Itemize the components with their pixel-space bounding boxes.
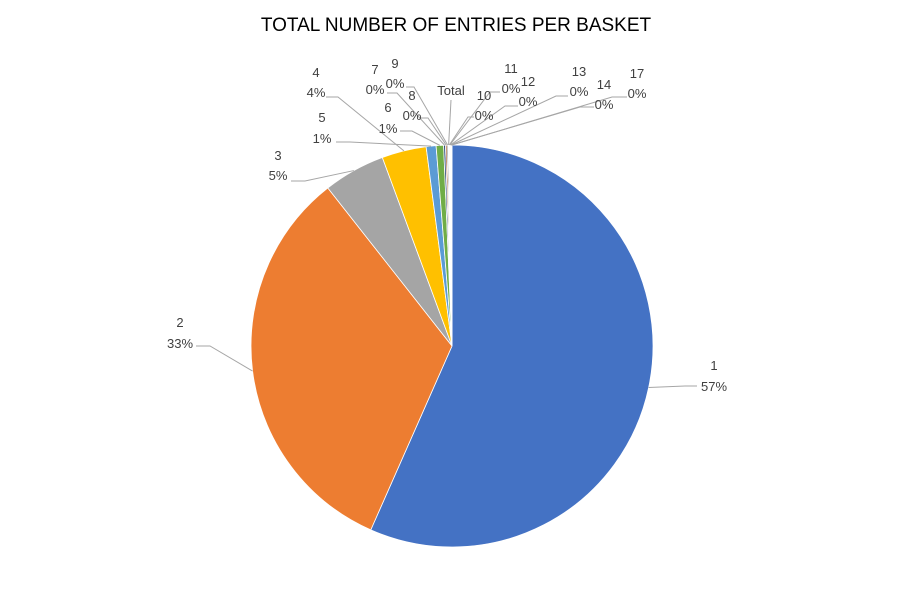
percent-label-4: 4% <box>307 85 326 100</box>
category-label-10: 10 <box>477 88 491 103</box>
category-label-5: 5 <box>318 110 325 125</box>
leader-line-12 <box>450 105 518 146</box>
leader-line-10 <box>448 116 474 146</box>
leader-line-8 <box>421 117 447 146</box>
percent-label-7: 0% <box>366 82 385 97</box>
data-labels-layer: 157%233%35%44%51%61%70% 80%90% Total 100%11… <box>167 56 727 394</box>
leader-lines-layer <box>196 86 697 389</box>
chart-title: TOTAL NUMBER OF ENTRIES PER BASKET <box>261 15 652 36</box>
leader-line-14 <box>451 106 594 146</box>
leader-line-11 <box>449 91 500 146</box>
category-label-17: 17 <box>630 66 644 81</box>
leader-line-5 <box>336 141 432 147</box>
slices-layer <box>250 144 654 548</box>
category-label-11: 11 <box>504 61 518 76</box>
category-label-2: 2 <box>176 315 183 330</box>
percent-label-1: 57% <box>701 379 727 394</box>
percent-label-2: 33% <box>167 336 193 351</box>
category-label-14: 14 <box>597 77 611 92</box>
percent-label-14: 0% <box>595 97 614 112</box>
category-label-7: 7 <box>371 62 378 77</box>
category-label-total: Total <box>437 83 465 98</box>
category-label-6: 6 <box>384 100 391 115</box>
pie-slice-1 <box>370 144 654 548</box>
leader-line-6 <box>400 130 441 146</box>
category-label-13: 13 <box>572 64 586 79</box>
percent-label-13: 0% <box>570 84 589 99</box>
leader-line-2 <box>196 345 253 372</box>
percent-label-8: 0% <box>403 108 422 123</box>
category-label-9: 9 <box>391 56 398 71</box>
category-label-12: 12 <box>521 74 535 89</box>
category-label-8: 8 <box>408 88 415 103</box>
category-label-1: 1 <box>710 358 717 373</box>
leader-line-4 <box>326 96 405 152</box>
leader-line-3 <box>291 170 354 182</box>
leader-line-1 <box>648 385 697 389</box>
percent-label-12: 0% <box>519 94 538 109</box>
category-label-4: 4 <box>312 65 319 80</box>
leader-line-7 <box>387 92 445 146</box>
leader-line-9 <box>406 86 449 146</box>
percent-label-3: 5% <box>269 168 288 183</box>
percent-label-17: 0% <box>628 86 647 101</box>
leader-line-17 <box>451 96 627 146</box>
percent-label-5: 1% <box>313 131 332 146</box>
percent-label-10: 0% <box>475 108 494 123</box>
percent-label-9: 0% <box>386 76 405 91</box>
percent-label-11: 0% <box>502 81 521 96</box>
leader-line-total <box>448 99 452 146</box>
leader-line-13 <box>450 95 568 146</box>
percent-label-6: 1% <box>379 121 398 136</box>
category-label-3: 3 <box>274 148 281 163</box>
